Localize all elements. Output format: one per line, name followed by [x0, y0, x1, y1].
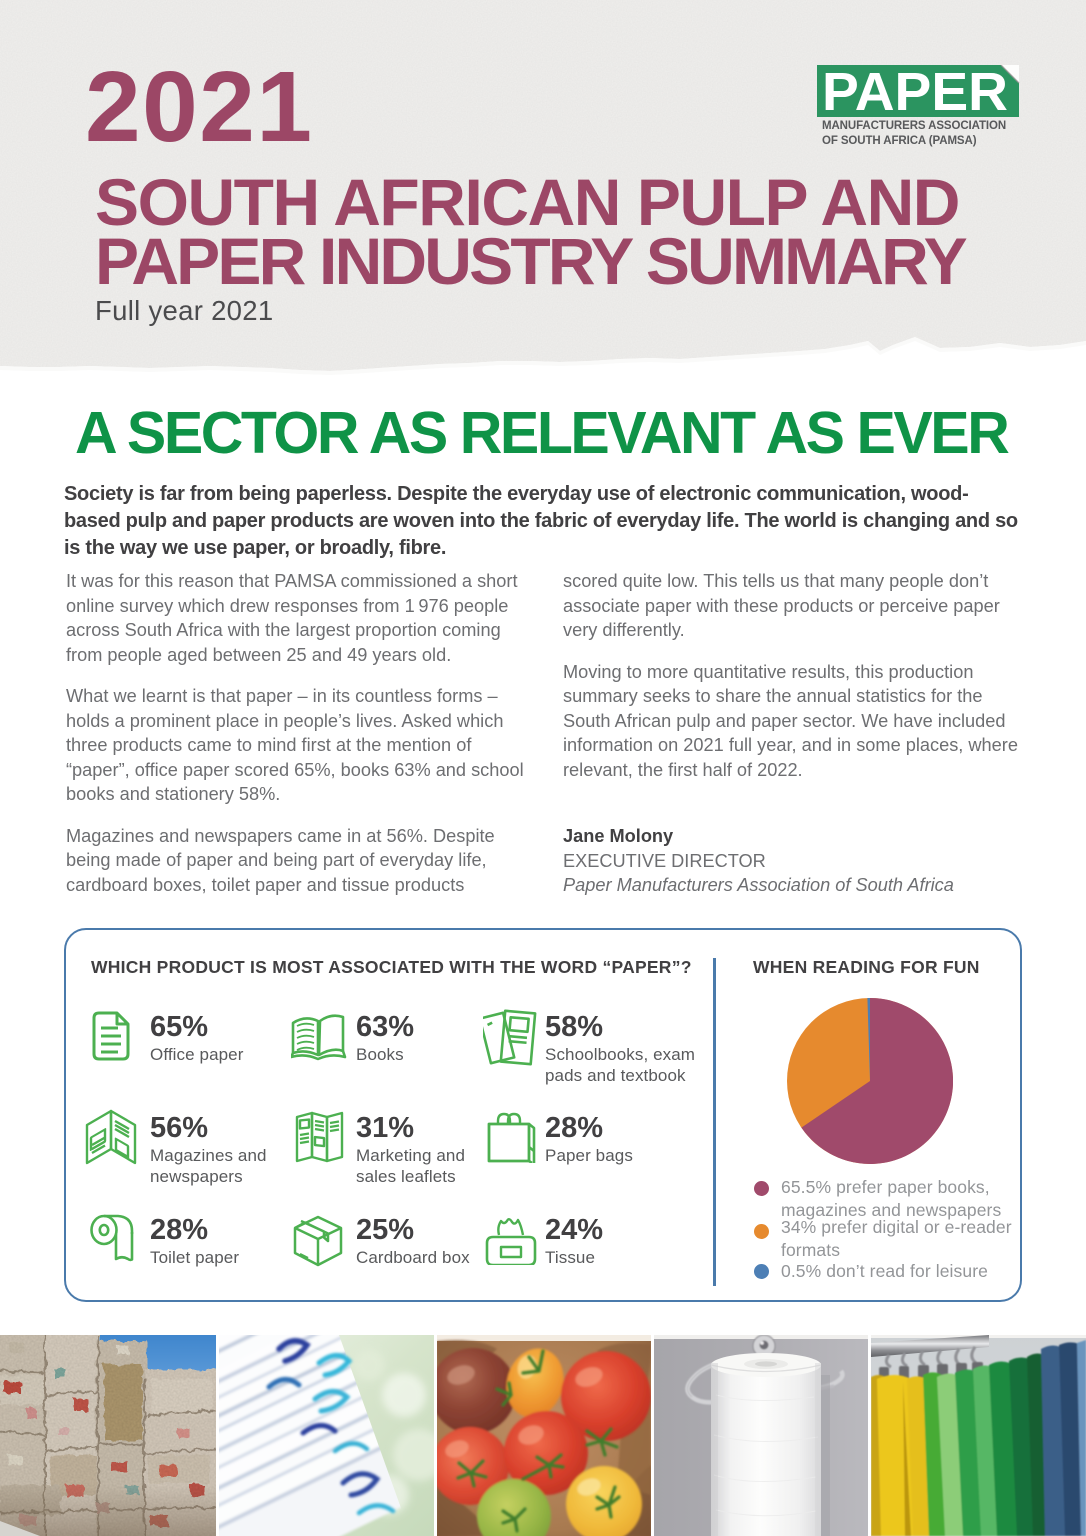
svg-text:PAPER: PAPER — [822, 65, 1008, 119]
